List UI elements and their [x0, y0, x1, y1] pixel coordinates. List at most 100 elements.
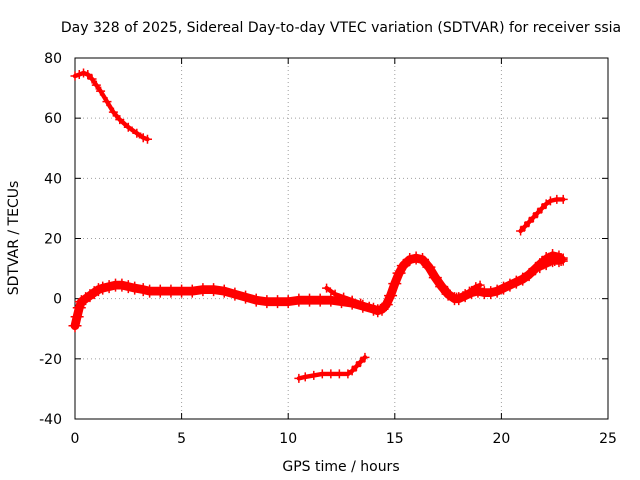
data-point	[392, 266, 406, 280]
data-point	[79, 68, 89, 78]
data-point	[484, 286, 498, 300]
y-tick-label: -40	[39, 412, 62, 428]
data-point	[503, 278, 517, 292]
data-series	[322, 283, 374, 311]
y-tick-label: 80	[44, 51, 62, 67]
data-point	[317, 369, 327, 379]
y-tick-label: 60	[44, 111, 62, 127]
data-point	[142, 134, 152, 144]
y-tick-label: 0	[53, 292, 62, 308]
data-point	[324, 293, 338, 307]
data-point	[138, 133, 148, 143]
data-point	[522, 268, 536, 282]
data-series	[68, 251, 568, 333]
data-series	[535, 256, 568, 274]
data-point	[403, 253, 417, 267]
data-point	[102, 280, 116, 294]
data-point	[520, 221, 530, 231]
series-layer	[68, 68, 568, 383]
data-point	[300, 372, 310, 382]
chart-title: Day 328 of 2025, Sidereal Day-to-day VTE…	[61, 20, 621, 36]
data-point	[207, 283, 221, 297]
x-tick-label: 20	[492, 431, 510, 447]
plot-frame	[74, 57, 609, 420]
series-line	[296, 355, 368, 381]
data-point	[396, 259, 410, 273]
data-point	[91, 80, 101, 90]
data-point	[388, 277, 402, 291]
data-point	[490, 284, 504, 298]
data-point	[115, 278, 129, 292]
data-point	[68, 319, 82, 333]
data-point	[239, 290, 253, 304]
x-tick-label: 5	[177, 431, 186, 447]
data-point	[356, 357, 366, 367]
data-point	[356, 298, 366, 308]
data-point	[558, 256, 568, 266]
data-point	[475, 280, 485, 290]
data-point	[330, 289, 340, 299]
data-point	[471, 282, 481, 292]
data-point	[509, 275, 523, 289]
data-point	[121, 280, 135, 294]
data-point	[185, 284, 199, 298]
data-point	[379, 298, 393, 312]
grid	[75, 58, 608, 419]
data-series	[516, 194, 568, 236]
data-point	[96, 86, 106, 96]
data-point	[464, 286, 474, 296]
data-series	[70, 68, 152, 144]
data-point	[87, 74, 97, 84]
data-point	[497, 281, 511, 295]
ticks: 0 5 10 15 20 25 -40 -20 0 20 40 60 80	[39, 51, 617, 447]
data-point	[339, 292, 349, 302]
x-tick-label: 10	[279, 431, 297, 447]
data-point	[524, 217, 534, 227]
data-point	[458, 291, 468, 301]
data-point	[360, 352, 370, 362]
data-point	[548, 249, 558, 259]
data-point	[309, 370, 319, 380]
y-axis-label: SDTVAR / TECUs	[6, 181, 22, 296]
data-point	[545, 196, 555, 206]
data-point	[281, 295, 295, 309]
data-point	[72, 301, 86, 315]
data-point	[409, 251, 423, 265]
data-point	[516, 226, 526, 236]
data-point	[70, 71, 80, 81]
data-point	[326, 369, 336, 379]
data-point	[535, 264, 545, 274]
data-point	[428, 271, 442, 285]
data-point	[294, 373, 304, 383]
data-series	[445, 280, 485, 302]
x-tick-label: 25	[599, 431, 617, 447]
data-point	[115, 115, 125, 125]
x-axis-label: GPS time / hours	[282, 459, 399, 475]
data-point	[452, 292, 462, 302]
data-point	[347, 295, 357, 305]
data-point	[445, 289, 455, 299]
data-point	[102, 97, 112, 107]
y-tick-label: 40	[44, 171, 62, 187]
data-point	[384, 289, 398, 303]
data-point	[558, 194, 568, 204]
data-point	[541, 261, 551, 271]
data-point	[351, 361, 361, 371]
data-point	[228, 287, 242, 301]
data-point	[533, 208, 543, 218]
data-point	[554, 258, 564, 268]
data-point	[70, 310, 84, 324]
data-point	[123, 122, 133, 132]
data-point	[322, 283, 332, 293]
y-tick-label: -20	[39, 352, 62, 368]
data-point	[334, 369, 344, 379]
data-point	[128, 281, 142, 295]
data-point	[541, 252, 551, 262]
data-point	[528, 212, 538, 222]
data-point	[422, 260, 436, 274]
data-point	[108, 107, 118, 117]
y-tick-label: 20	[44, 232, 62, 248]
data-point	[537, 203, 547, 213]
data-point	[364, 301, 374, 311]
